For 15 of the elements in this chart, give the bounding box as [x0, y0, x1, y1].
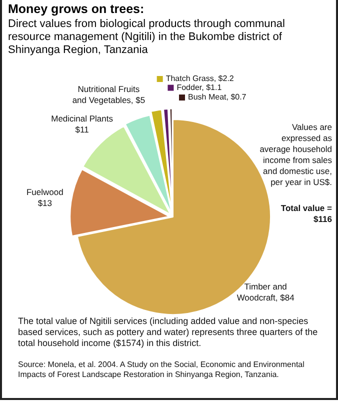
- slice-label: Nutritional Fruits and Vegetables, $5: [72, 84, 146, 106]
- text: Values are expressed as average household income from sales and domestic use, per year in US$.: [258, 122, 332, 188]
- chart-title: Money grows on trees:: [8, 2, 144, 16]
- legend-label: Bush Meat, $0.7: [188, 92, 247, 102]
- slice-label: Timber and Woodcraft, $84: [236, 281, 295, 302]
- legend-label: Fodder, $1.1: [176, 82, 222, 92]
- chart-subtitle: Direct values from biological products through communal resource management (Ngitili) in the Bukombe district of Shinyanga Region, Tanzania: [8, 18, 286, 57]
- slice-label: Fuelwood: [26, 186, 64, 197]
- data-label: $13: [38, 198, 52, 208]
- slice-label: Medicinal Plants: [51, 114, 113, 124]
- source-note: Source: Monela, et al. 2004. A Study on the Social, Economic and Environmental Impacts of Forest Landscape Restoration in Shinyanga Region, Tanzania.: [18, 360, 306, 380]
- text: Total value = $116: [280, 203, 332, 225]
- text: The total value of Ngitili services (including added value and non-species based services, such as pottery and water) represents three quarters of the total household income ($1574) in this district.: [18, 316, 319, 349]
- legend-label: Thatch Grass, $2.2: [166, 74, 234, 84]
- data-label: $11: [75, 124, 90, 135]
